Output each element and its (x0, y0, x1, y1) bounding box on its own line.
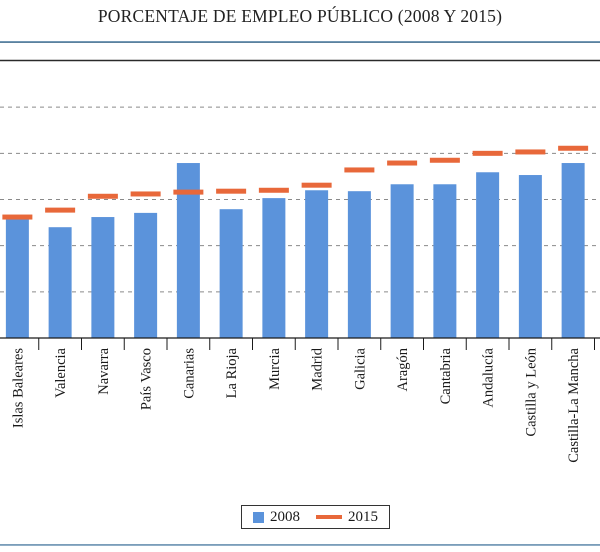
category-label: Valencia (53, 347, 69, 397)
category-label: Islas Baleares (10, 348, 26, 428)
category-label: Navarra (96, 347, 112, 394)
top-divider (0, 41, 600, 43)
marker-2015 (45, 207, 76, 213)
bar-2008 (476, 172, 500, 338)
bar-2008 (561, 163, 585, 338)
category-label: Andalucía (481, 347, 497, 407)
category-label: Cantabria (438, 347, 454, 404)
category-label: Aragón (395, 347, 411, 391)
bar-2008 (5, 217, 29, 338)
category-label: Canarias (181, 348, 197, 399)
marker-2015 (515, 149, 546, 155)
bar-2008 (134, 212, 158, 338)
marker-2015 (87, 193, 118, 199)
x-ticks (38, 338, 595, 350)
marker-2015 (2, 214, 33, 220)
bar-2008 (176, 163, 200, 338)
category-label: Galicia (352, 347, 368, 389)
bar-2008 (219, 209, 243, 338)
marker-2015 (130, 191, 161, 197)
legend: 2008 2015 (241, 505, 390, 529)
chart-title: PORCENTAJE DE EMPLEO PÚBLICO (2008 Y 201… (97, 6, 503, 26)
marker-2015 (258, 187, 289, 193)
bottom-divider (0, 544, 600, 546)
marker-2015 (216, 188, 247, 194)
category-label: País Vasco (139, 348, 155, 410)
markers-2015 (2, 145, 589, 220)
bar-2008 (48, 227, 72, 338)
category-label: Castilla-La Mancha (566, 347, 582, 462)
bar-2008 (390, 184, 414, 338)
category-label: La Rioja (224, 347, 240, 398)
category-label: Murcia (267, 347, 283, 389)
bar-2008 (305, 190, 329, 338)
legend-label-2008: 2008 (270, 508, 300, 525)
marker-2015 (344, 167, 375, 173)
bars-2008 (5, 163, 585, 338)
bar-2008 (433, 184, 457, 338)
bar-2008 (262, 198, 286, 338)
legend-label-2015: 2015 (348, 508, 378, 525)
category-label: Castilla y León (523, 347, 539, 436)
marker-2015 (429, 157, 460, 163)
marker-2015 (558, 145, 589, 151)
bar-2008 (518, 175, 542, 338)
marker-2015 (173, 189, 204, 195)
marker-2015 (472, 150, 503, 156)
legend-swatch-2008 (253, 511, 264, 523)
marker-2015 (387, 160, 418, 166)
bar-2008 (347, 191, 371, 338)
gridlines (0, 106, 600, 293)
bar-2008 (91, 217, 115, 338)
marker-2015 (301, 182, 332, 188)
legend-swatch-2015 (316, 515, 342, 519)
x-tick-labels: Islas Baleares Valencia Navarra País Vasco C… (10, 347, 582, 462)
category-label: Madrid (310, 347, 326, 390)
